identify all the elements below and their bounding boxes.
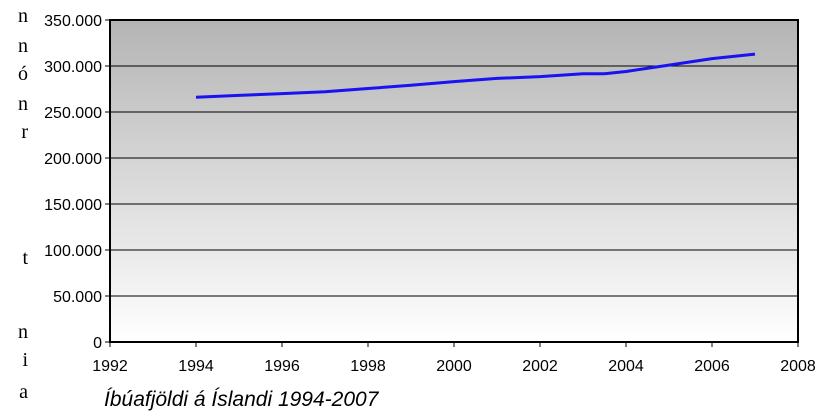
x-tick-label: 2000	[436, 358, 472, 375]
y-tick-label: 100.000	[44, 243, 102, 260]
y-tick-label: 50.000	[53, 289, 102, 306]
x-tick-label: 1998	[350, 358, 386, 375]
page-text-glyph: n	[18, 93, 28, 115]
y-tick-label: 250.000	[44, 105, 102, 122]
y-tick-label: 300.000	[44, 59, 102, 76]
page-text-glyph: ó	[18, 63, 28, 85]
page-text-glyph: n	[18, 5, 28, 27]
line-chart: 0 50.000 100.000 150.000 200.000 250.000 300.0…	[44, 13, 816, 375]
x-tick-label: 2006	[694, 358, 730, 375]
page-text-glyph: r	[21, 121, 28, 143]
page-text-glyph: i	[22, 349, 28, 371]
y-tick-label: 200.000	[44, 151, 102, 168]
chart-caption: Íbúafjöldi á Íslandi 1994-2007	[104, 388, 379, 411]
x-tick-label: 2004	[608, 358, 644, 375]
page-text-glyph: n	[18, 321, 28, 343]
y-tick-label: 150.000	[44, 197, 102, 214]
x-tick-label: 2008	[780, 358, 816, 375]
plot-area	[109, 19, 799, 343]
x-tick-label: 2002	[522, 358, 558, 375]
page-text-glyph: a	[19, 381, 28, 403]
y-tick-label: 350.000	[44, 13, 102, 30]
page-text-glyph: n	[18, 35, 28, 57]
y-tick-label: 0	[93, 335, 102, 352]
page-text-glyph: t	[22, 247, 28, 269]
x-tick-label: 1994	[178, 358, 214, 375]
x-tick-label: 1992	[92, 358, 128, 375]
x-tick-label: 1996	[264, 358, 300, 375]
